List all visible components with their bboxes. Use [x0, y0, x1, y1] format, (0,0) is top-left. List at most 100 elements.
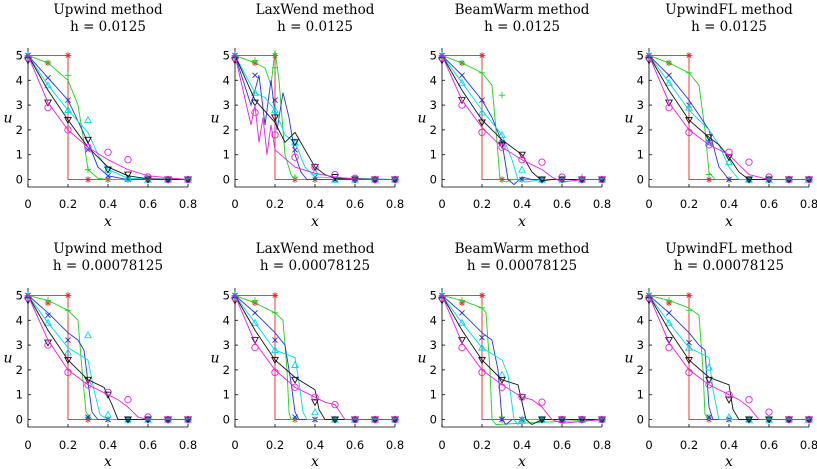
series-line-black: [27, 55, 189, 181]
data-marker: [44, 59, 52, 67]
data-marker: [705, 381, 713, 389]
x-tick-label: 0.4: [513, 197, 531, 211]
panel-title-method: Upwind method: [53, 2, 163, 18]
data-marker: [705, 171, 713, 178]
x-tick-label: 0.8: [179, 438, 197, 452]
y-tick-label: 0: [430, 173, 437, 187]
data-marker: [498, 91, 506, 99]
x-tick-label: 0.8: [386, 197, 404, 211]
x-tick-label: 0.4: [720, 197, 738, 211]
data-marker: [251, 343, 259, 352]
data-marker: [64, 52, 72, 59]
data-marker: [458, 318, 466, 326]
data-marker: [538, 398, 546, 406]
y-tick-label: 3: [637, 338, 644, 352]
data-marker: [765, 408, 773, 416]
series-line-green: [234, 294, 395, 421]
data-marker: [458, 343, 466, 352]
series-line-black: [441, 295, 602, 426]
series-line-green: [234, 50, 395, 181]
data-marker: [598, 175, 606, 184]
panel-title-h: h = 0.0125: [484, 19, 560, 35]
data-marker: [64, 348, 72, 356]
data-marker: [745, 158, 753, 166]
data-marker: [765, 173, 773, 181]
y-tick-label: 5: [430, 288, 437, 302]
series-line-magenta: [441, 55, 602, 183]
data-marker: [478, 292, 486, 299]
panel-title-h: h = 0.0125: [277, 19, 353, 35]
data-marker: [371, 176, 379, 184]
series-line-cyan: [441, 55, 602, 183]
data-marker: [272, 337, 278, 344]
data-marker: [478, 304, 486, 312]
data-marker: [271, 105, 279, 114]
data-marker: [498, 383, 506, 391]
data-marker: [251, 88, 259, 96]
data-marker: [538, 416, 546, 424]
data-marker: [84, 136, 92, 144]
data-marker: [351, 176, 359, 184]
x-tick-label: 0.6: [139, 197, 157, 211]
y-tick-label: 3: [430, 338, 437, 352]
x-axis-label: x: [725, 214, 733, 230]
series-line-blue: [441, 295, 602, 426]
y-tick-label: 5: [223, 288, 230, 302]
x-tick-label: 0.4: [99, 197, 117, 211]
data-marker: [65, 337, 71, 344]
data-marker: [104, 166, 112, 174]
series-line-green: [441, 54, 602, 183]
data-marker: [311, 167, 319, 176]
data-marker: [598, 415, 606, 424]
data-marker: [725, 396, 733, 404]
series-line-cyan: [27, 55, 189, 181]
series-line-blue: [27, 295, 188, 421]
data-marker: [351, 174, 359, 182]
series-line-blue: [234, 295, 395, 421]
data-marker: [292, 414, 298, 420]
data-marker: [271, 131, 279, 139]
data-marker: [64, 72, 72, 79]
x-axis-label: x: [104, 214, 112, 230]
y-tick-label: 4: [430, 73, 437, 87]
data-marker: [331, 401, 339, 409]
y-tick-label: 1: [16, 388, 23, 402]
axes-frame: [234, 48, 395, 188]
data-marker: [24, 54, 32, 62]
x-tick-label: 0: [438, 197, 445, 211]
series-line-blue: [648, 295, 809, 421]
data-marker: [311, 164, 319, 172]
data-marker: [478, 128, 486, 137]
data-marker: [725, 148, 733, 156]
data-marker: [331, 175, 339, 183]
y-tick-label: 0: [637, 173, 644, 187]
data-marker: [685, 307, 693, 314]
data-marker: [251, 297, 259, 304]
data-marker: [685, 116, 693, 125]
y-tick-label: 5: [430, 48, 437, 62]
y-tick-label: 0: [430, 413, 437, 427]
x-tick-label: 0.4: [306, 438, 324, 452]
series-line-green: [27, 294, 188, 421]
data-marker: [184, 415, 192, 424]
data-marker: [498, 376, 506, 384]
panel-title-h: h = 0.00078125: [53, 258, 163, 274]
data-marker: [665, 297, 673, 304]
data-marker: [251, 57, 259, 64]
data-marker: [144, 173, 152, 181]
axes-frame: [27, 288, 188, 428]
data-marker: [458, 97, 466, 105]
data-marker: [391, 175, 399, 184]
x-tick-label: 0.4: [306, 197, 324, 211]
data-marker: [104, 148, 112, 156]
data-marker: [518, 393, 526, 401]
panel-title-h: h = 0.0125: [691, 19, 767, 35]
y-tick-label: 2: [637, 123, 644, 137]
x-tick-label: 0.2: [680, 197, 698, 211]
data-marker: [124, 396, 132, 404]
series-line-red: [28, 294, 188, 421]
data-marker: [558, 416, 566, 424]
y-tick-label: 5: [223, 48, 230, 62]
x-tick-label: 0: [231, 197, 238, 211]
